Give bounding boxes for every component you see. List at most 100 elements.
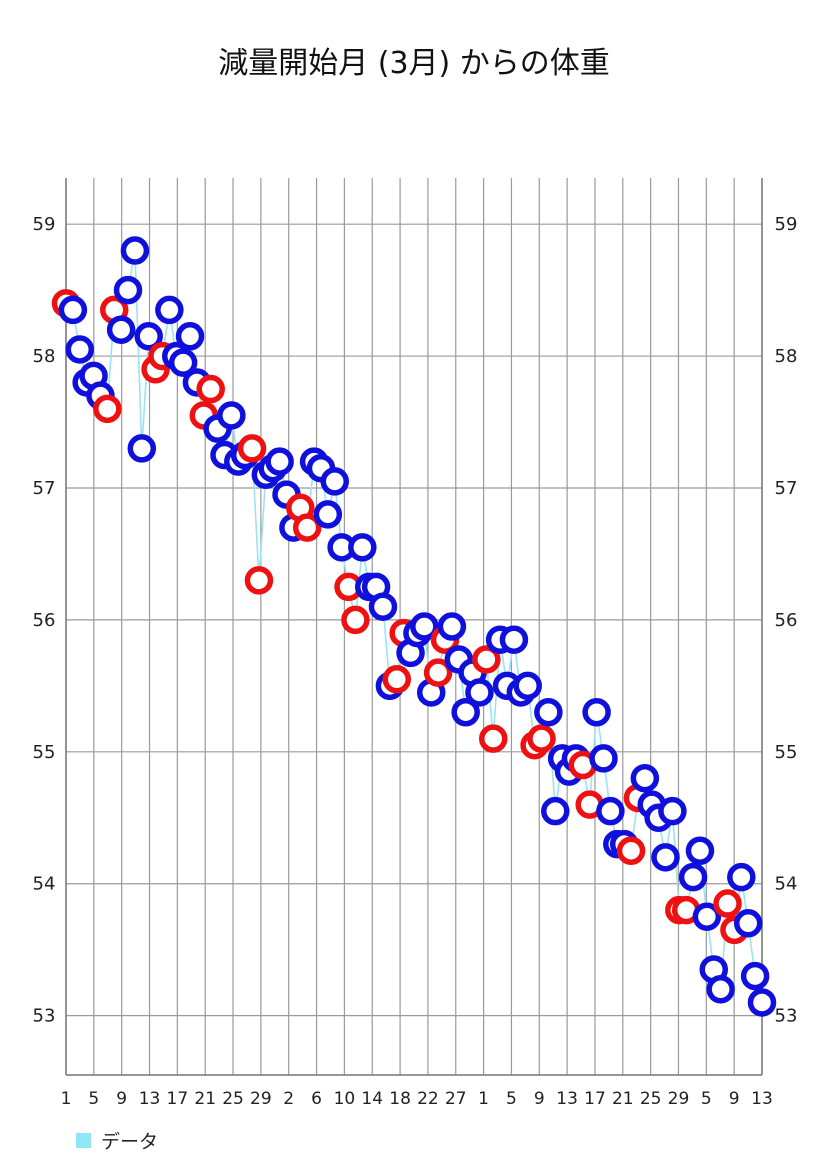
- x-tick-label: 13: [751, 1089, 773, 1109]
- data-point: [368, 592, 398, 621]
- x-tick-label: 5: [88, 1089, 99, 1109]
- y-tick-label-left: 58: [33, 346, 56, 367]
- data-point: [451, 697, 480, 727]
- x-tick-label: 2: [283, 1089, 294, 1109]
- x-tick-label: 1: [478, 1089, 489, 1109]
- data-point: [265, 447, 294, 476]
- data-point: [499, 625, 529, 654]
- data-point: [596, 796, 625, 826]
- x-tick-label: 10: [334, 1089, 356, 1109]
- x-tick-label: 22: [417, 1089, 439, 1109]
- x-tick-label: 5: [506, 1089, 517, 1109]
- x-tick-label: 27: [445, 1089, 467, 1109]
- y-tick-label-left: 54: [33, 874, 56, 895]
- data-point: [733, 909, 763, 938]
- x-tick-label: 21: [612, 1089, 634, 1109]
- data-point: [589, 744, 618, 773]
- y-tick-label-left: 53: [33, 1006, 56, 1027]
- data-point: [713, 889, 742, 918]
- x-tick-label: 25: [222, 1089, 244, 1109]
- x-tick-label: 9: [534, 1089, 545, 1109]
- x-tick-label: 29: [668, 1089, 690, 1109]
- y-tick-label-right: 55: [775, 742, 798, 763]
- data-point: [237, 434, 267, 463]
- data-point: [472, 645, 501, 674]
- data-point: [541, 796, 570, 826]
- data-point: [65, 335, 95, 364]
- x-axis: 1 5 9 13 17 21 25 29 2 6 10 14 18 22 27 1 5 9 13 17 21 25 29 5 9…: [61, 1089, 773, 1109]
- legend-swatch: [76, 1133, 91, 1148]
- series-points: [51, 236, 777, 1017]
- data-point: [658, 796, 687, 826]
- data-point: [168, 348, 198, 377]
- data-point: [410, 612, 439, 641]
- legend: データ: [76, 1127, 158, 1154]
- x-tick-label: 5: [701, 1089, 712, 1109]
- data-point: [616, 836, 646, 865]
- data-point: [113, 275, 143, 305]
- data-point: [341, 605, 370, 635]
- data-point: [740, 961, 770, 991]
- y-axis-left: 53 54 55 56 57 58 59: [33, 214, 56, 1026]
- legend-label: データ: [101, 1131, 159, 1153]
- x-tick-label: 21: [194, 1089, 216, 1109]
- y-tick-label-right: 58: [775, 346, 798, 367]
- x-tick-label: 13: [139, 1089, 161, 1109]
- data-point: [106, 315, 136, 344]
- data-point: [534, 697, 563, 727]
- y-tick-label-left: 57: [33, 478, 56, 499]
- x-tick-label: 25: [640, 1089, 662, 1109]
- y-tick-label-right: 56: [775, 610, 798, 631]
- data-point: [465, 678, 494, 707]
- data-point: [437, 612, 467, 641]
- data-point: [747, 988, 777, 1017]
- x-tick-label: 18: [389, 1089, 411, 1109]
- data-point: [423, 658, 453, 687]
- data-point: [630, 763, 660, 793]
- data-point: [382, 665, 412, 694]
- y-tick-label-right: 53: [775, 1006, 798, 1027]
- data-point: [127, 434, 157, 463]
- y-tick-label-left: 59: [33, 214, 56, 235]
- data-point: [692, 902, 722, 931]
- data-point: [685, 836, 715, 865]
- data-point: [527, 724, 556, 753]
- data-point: [478, 724, 508, 753]
- data-point: [706, 975, 735, 1004]
- x-tick-label: 9: [729, 1089, 740, 1109]
- data-point: [58, 295, 88, 325]
- data-point: [651, 843, 680, 872]
- y-tick-label-right: 59: [775, 214, 798, 235]
- x-tick-label: 6: [311, 1089, 322, 1109]
- x-tick-label: 1: [61, 1089, 72, 1109]
- data-point: [313, 500, 343, 529]
- data-point: [244, 566, 274, 595]
- data-point: [320, 467, 350, 496]
- data-point: [196, 374, 225, 404]
- x-tick-label: 9: [116, 1089, 127, 1109]
- data-point: [292, 513, 322, 542]
- data-point: [120, 236, 150, 265]
- data-point: [134, 322, 163, 351]
- y-tick-label-right: 57: [775, 478, 798, 499]
- x-tick-label: 17: [584, 1089, 606, 1109]
- x-tick-label: 17: [167, 1089, 189, 1109]
- x-tick-label: 29: [250, 1089, 272, 1109]
- y-tick-label-left: 55: [33, 742, 56, 763]
- y-tick-label-left: 56: [33, 610, 56, 631]
- data-point: [175, 322, 205, 351]
- data-point: [513, 671, 542, 701]
- data-point: [582, 697, 611, 727]
- data-point: [348, 533, 377, 562]
- data-point: [727, 862, 756, 892]
- x-tick-label: 14: [361, 1089, 383, 1109]
- x-tick-label: 13: [556, 1089, 578, 1109]
- chart-title: 減量開始月 (3月) からの体重: [218, 46, 610, 81]
- y-axis-right: 53 54 55 56 57 58 59: [775, 214, 798, 1026]
- data-point: [155, 295, 184, 325]
- data-point: [217, 401, 246, 430]
- data-point: [93, 394, 122, 424]
- data-point: [678, 862, 708, 892]
- y-tick-label-right: 54: [775, 874, 798, 895]
